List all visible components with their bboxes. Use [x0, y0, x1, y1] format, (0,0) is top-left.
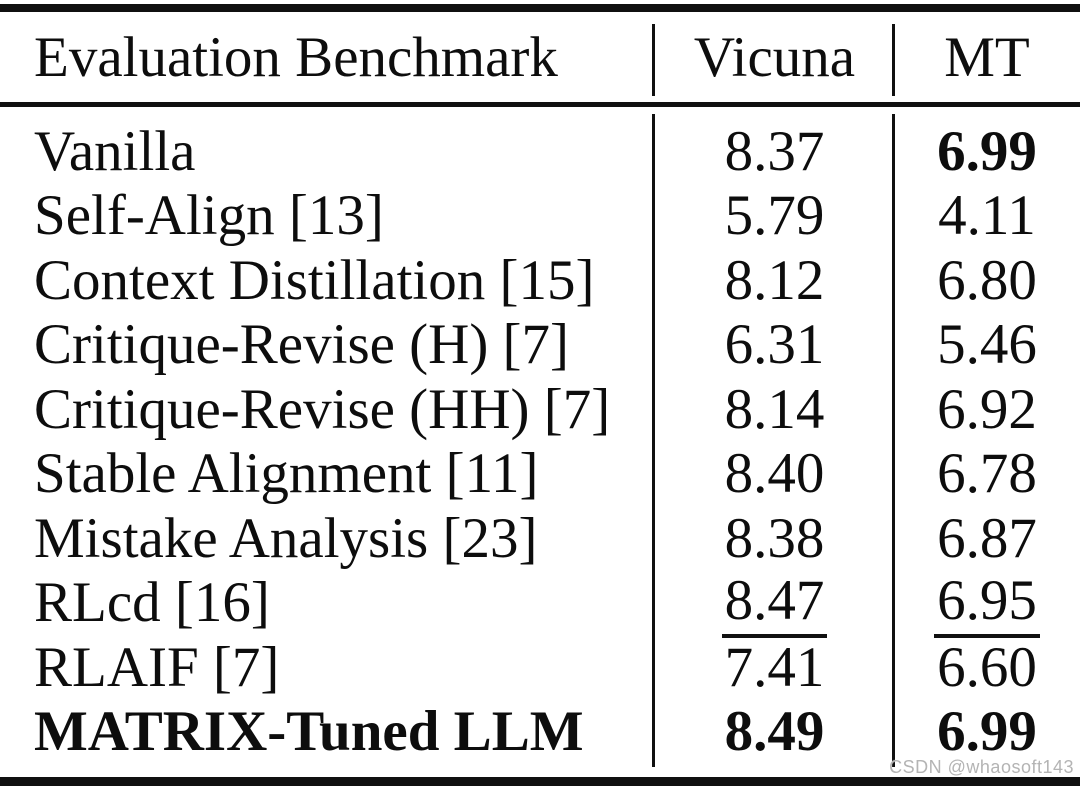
vicuna-score-cell: 8.14	[655, 377, 894, 442]
table-row: Vanilla 8.37 6.99	[0, 119, 1080, 184]
vicuna-score-cell: 8.49	[655, 699, 894, 764]
benchmark-label: RLAIF [7]	[34, 635, 280, 699]
benchmark-label: RLcd [16]	[34, 571, 270, 635]
mt-score: 6.99	[937, 700, 1037, 764]
table-row: Critique-Revise (HH) [7] 8.14 6.92	[0, 377, 1080, 442]
vicuna-score: 5.79	[724, 184, 825, 248]
mt-score: 6.92	[937, 377, 1037, 441]
mt-score: 6.60	[937, 635, 1037, 699]
table-row: Self-Align [13] 5.79 4.11	[0, 184, 1080, 249]
table-row: Context Distillation [15] 8.12 6.80	[0, 248, 1080, 313]
mt-score-cell: 4.11	[894, 183, 1080, 248]
mt-score: 4.11	[938, 184, 1036, 248]
benchmark-label: Context Distillation [15]	[34, 248, 595, 312]
table-header-row: Evaluation Benchmark Vicuna MT	[0, 12, 1080, 102]
mt-score-cell: 6.95	[894, 568, 1080, 638]
benchmark-label: Mistake Analysis [23]	[34, 506, 538, 570]
mt-score-cell: 6.80	[894, 248, 1080, 313]
mt-score-cell: 6.99	[894, 119, 1080, 184]
vicuna-score: 8.14	[724, 377, 825, 441]
column-divider-1-header	[652, 24, 655, 96]
mt-score-cell: 6.92	[894, 377, 1080, 442]
table-row: Critique-Revise (H) [7] 6.31 5.46	[0, 313, 1080, 378]
mt-score-cell: 6.60	[894, 635, 1080, 700]
table-body: Vanilla 8.37 6.99 Self-Align [13] 5.79 4.11 Co…	[0, 119, 1080, 764]
watermark-text: CSDN @whaosoft143	[889, 757, 1074, 777]
column-divider-2-header	[892, 24, 895, 96]
column-divider-1-body	[652, 114, 655, 767]
benchmark-label: Critique-Revise (HH) [7]	[34, 377, 611, 441]
vicuna-score: 8.47	[721, 570, 828, 638]
vicuna-score-cell: 8.12	[655, 248, 894, 313]
mt-score: 5.46	[937, 313, 1037, 377]
benchmark-label: Critique-Revise (H) [7]	[34, 313, 570, 377]
mt-score: 6.78	[937, 442, 1037, 506]
header-separator-rule	[0, 102, 1080, 107]
benchmark-label: Stable Alignment [11]	[34, 442, 539, 506]
vicuna-score-cell: 8.40	[655, 441, 894, 506]
vicuna-score: 8.40	[724, 442, 825, 506]
column-header-vicuna: Vicuna	[693, 25, 856, 89]
table-row: Mistake Analysis [23] 8.38 6.87	[0, 506, 1080, 571]
mt-score: 6.87	[937, 506, 1037, 570]
vicuna-score: 8.49	[724, 700, 825, 764]
table-bottom-rule	[0, 777, 1080, 786]
table-row: MATRIX-Tuned LLM 8.49 6.99	[0, 700, 1080, 765]
mt-score-cell: 6.99	[894, 699, 1080, 764]
vicuna-score: 8.37	[724, 119, 825, 183]
column-header-benchmark: Evaluation Benchmark	[34, 25, 558, 89]
vicuna-score-cell: 7.41	[655, 635, 894, 700]
vicuna-score: 6.31	[724, 313, 825, 377]
mt-score: 6.99	[937, 119, 1037, 183]
vicuna-score-cell: 6.31	[655, 312, 894, 377]
table-row: RLcd [16] 8.47 6.95	[0, 568, 1080, 638]
vicuna-score: 7.41	[724, 635, 825, 699]
column-divider-2-body	[892, 114, 895, 767]
mt-score: 6.95	[934, 570, 1040, 638]
table-top-rule	[0, 4, 1080, 12]
vicuna-score-cell: 8.37	[655, 119, 894, 184]
benchmark-label: Vanilla	[34, 119, 196, 183]
table-row: RLAIF [7] 7.41 6.60	[0, 635, 1080, 700]
vicuna-score: 8.12	[724, 248, 825, 312]
mt-score: 6.80	[937, 248, 1037, 312]
mt-score-cell: 5.46	[894, 312, 1080, 377]
mt-score-cell: 6.78	[894, 441, 1080, 506]
vicuna-score: 8.38	[724, 506, 825, 570]
column-header-mt: MT	[944, 25, 1030, 89]
mt-score-cell: 6.87	[894, 506, 1080, 571]
table-row: Stable Alignment [11] 8.40 6.78	[0, 442, 1080, 507]
vicuna-score-cell: 8.47	[655, 568, 894, 638]
vicuna-score-cell: 8.38	[655, 506, 894, 571]
benchmark-label: Self-Align [13]	[34, 184, 384, 248]
benchmark-label: MATRIX-Tuned LLM	[34, 700, 584, 764]
vicuna-score-cell: 5.79	[655, 183, 894, 248]
